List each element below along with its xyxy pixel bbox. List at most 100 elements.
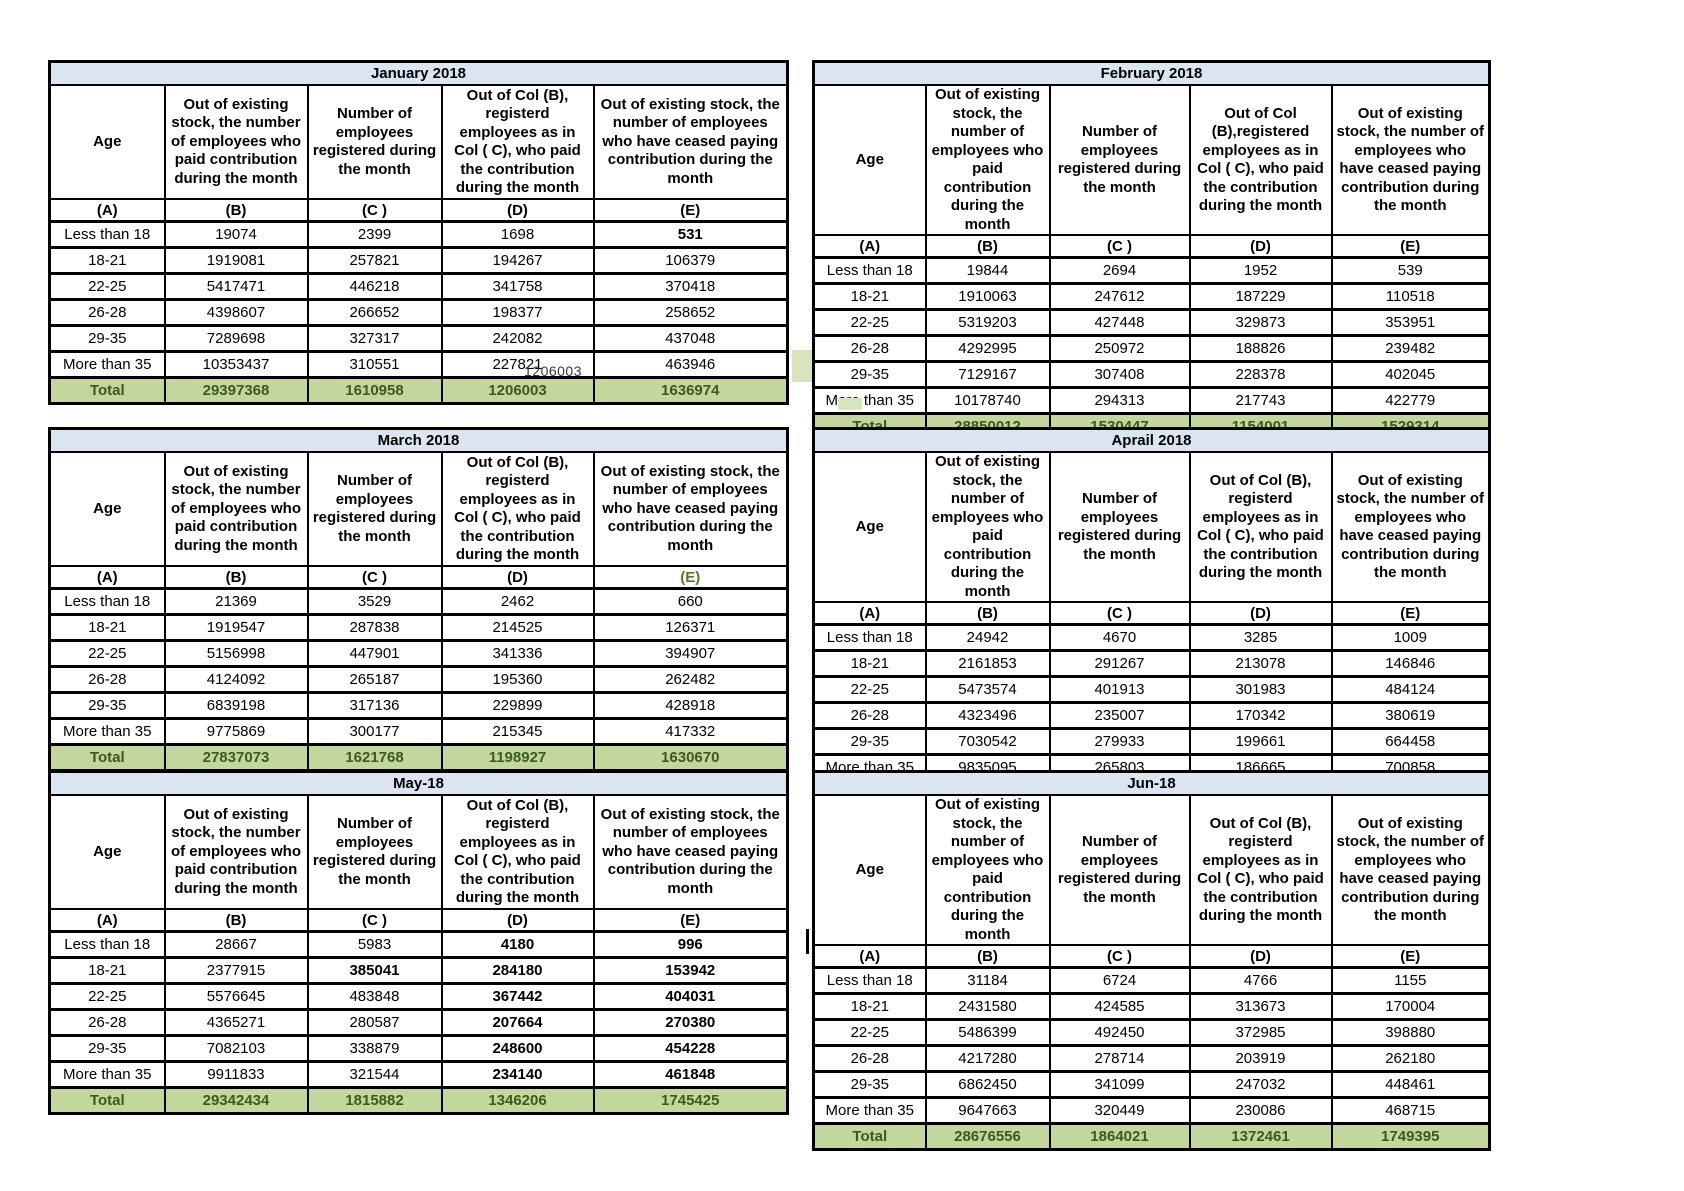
value-cell: 229899 [440, 691, 595, 720]
month-title: May-18 [48, 770, 789, 796]
total-value-c: 1864021 [1048, 1122, 1191, 1151]
total-value-c: 1815882 [306, 1086, 443, 1115]
age-cell: 22-25 [48, 639, 166, 668]
value-cell: 307408 [1048, 360, 1191, 389]
column-letter: (B) [163, 198, 309, 223]
value-cell: 10178740 [924, 386, 1051, 415]
table-row: 26-28 4217280 278714 203919 262180 [812, 1044, 1491, 1073]
total-value-d: 1206003 [440, 376, 595, 405]
total-value-d: 1198927 [440, 743, 595, 772]
column-letter: (B) [924, 944, 1051, 969]
total-row: Total 29397368 1610958 1206003 1636974 [48, 376, 789, 405]
value-cell: 417332 [592, 717, 789, 746]
value-cell: 266652 [306, 298, 443, 327]
value-cell: 126371 [592, 613, 789, 642]
column-letter: (C ) [306, 198, 443, 223]
table-row: More than 35 9911833 321544 234140 461848 [48, 1060, 789, 1089]
value-cell: 239482 [1330, 334, 1491, 363]
month-title: Jun-18 [812, 770, 1491, 796]
column-header-row: Age Out of existing stock, the number of … [48, 84, 789, 200]
column-letter-row: (A) (B) (C ) (D) (E) [48, 908, 789, 933]
total-label: Total [48, 1086, 166, 1115]
value-cell: 1919547 [163, 613, 309, 642]
age-cell: 26-28 [812, 701, 927, 730]
column-letter: (C ) [306, 565, 443, 590]
value-cell: 4766 [1188, 966, 1333, 995]
value-cell: 258652 [592, 298, 789, 327]
value-cell: 338879 [306, 1034, 443, 1063]
table-row: 26-28 4292995 250972 188826 239482 [812, 334, 1491, 363]
column-letter-row: (A) (B) (C ) (D) (E) [48, 198, 789, 223]
value-cell: 428918 [592, 691, 789, 720]
age-cell: 26-28 [48, 298, 166, 327]
value-cell: 194267 [440, 246, 595, 275]
stray-border-fragment [806, 929, 809, 954]
column-header-d: Out of Col (B), registerd employees as i… [440, 84, 595, 200]
table-jun-18: Jun-18 Age Out of existing stock, the numb… [812, 770, 1491, 1151]
month-title-row: Aprail 2018 [812, 427, 1491, 453]
value-cell: 6862450 [924, 1070, 1051, 1099]
column-header-c: Number of employees registered during th… [306, 451, 443, 567]
column-letter-row: (A) (B) (C ) (D) (E) [812, 601, 1491, 626]
value-cell: 2377915 [163, 956, 309, 985]
value-cell: 287838 [306, 613, 443, 642]
total-value-e: 1630670 [592, 743, 789, 772]
value-cell: 6724 [1048, 966, 1191, 995]
value-cell: 10353437 [163, 350, 309, 379]
table-row: Less than 18 19074 2399 1698 531 [48, 220, 789, 249]
value-cell: 230086 [1188, 1096, 1333, 1125]
age-cell: 29-35 [812, 1070, 927, 1099]
value-cell: 9911833 [163, 1060, 309, 1089]
column-letter: (E) [1330, 601, 1491, 626]
age-column-header: Age [48, 794, 166, 910]
age-cell: More than 35 [48, 717, 166, 746]
value-cell: 372985 [1188, 1018, 1333, 1047]
age-cell: 22-25 [812, 308, 927, 337]
column-header-c: Number of employees registered during th… [1048, 451, 1191, 603]
age-cell: Less than 18 [48, 930, 166, 959]
value-cell: 301983 [1188, 675, 1333, 704]
value-cell: 153942 [592, 956, 789, 985]
value-cell: 468715 [1330, 1096, 1491, 1125]
value-cell: 7129167 [924, 360, 1051, 389]
age-cell: 18-21 [48, 956, 166, 985]
total-value-b: 28676556 [924, 1122, 1051, 1151]
value-cell: 262180 [1330, 1044, 1491, 1073]
value-cell: 198377 [440, 298, 595, 327]
value-cell: 461848 [592, 1060, 789, 1089]
value-cell: 4365271 [163, 1008, 309, 1037]
column-header-c: Number of employees registered during th… [1048, 794, 1191, 946]
value-cell: 427448 [1048, 308, 1191, 337]
value-cell: 4217280 [924, 1044, 1051, 1073]
column-header-row: Age Out of existing stock, the number of … [812, 794, 1491, 946]
value-cell: 203919 [1188, 1044, 1333, 1073]
table-february-2018: February 2018 Age Out of existing stock, t… [812, 60, 1491, 441]
age-cell: 26-28 [812, 1044, 927, 1073]
total-label: Total [48, 376, 166, 405]
column-header-d: Out of Col (B), registerd employees as i… [440, 794, 595, 910]
value-cell: 996 [592, 930, 789, 959]
value-cell: 300177 [306, 717, 443, 746]
overlay-duplicate-value: 1206003 [524, 363, 583, 379]
value-cell: 234140 [440, 1060, 595, 1089]
value-cell: 170004 [1330, 992, 1491, 1021]
value-cell: 247032 [1188, 1070, 1333, 1099]
value-cell: 5319203 [924, 308, 1051, 337]
value-cell: 367442 [440, 982, 595, 1011]
age-cell: More than 35 [48, 350, 166, 379]
column-letter: (E) [1330, 234, 1491, 259]
value-cell: 170342 [1188, 701, 1333, 730]
value-cell: 291267 [1048, 649, 1191, 678]
table-row: More than 35 9647663 320449 230086 468715 [812, 1096, 1491, 1125]
table-row: 29-35 7129167 307408 228378 402045 [812, 360, 1491, 389]
value-cell: 329873 [1188, 308, 1333, 337]
table-row: More than 35 10178740 294313 217743 422779 [812, 386, 1491, 415]
value-cell: 19074 [163, 220, 309, 249]
value-cell: 341758 [440, 272, 595, 301]
value-cell: 660 [592, 587, 789, 616]
table-row: 22-25 5156998 447901 341336 394907 [48, 639, 789, 668]
value-cell: 9775869 [163, 717, 309, 746]
column-letter: (E) [592, 565, 789, 590]
total-value-e: 1749395 [1330, 1122, 1491, 1151]
table-row: 18-21 1919081 257821 194267 106379 [48, 246, 789, 275]
